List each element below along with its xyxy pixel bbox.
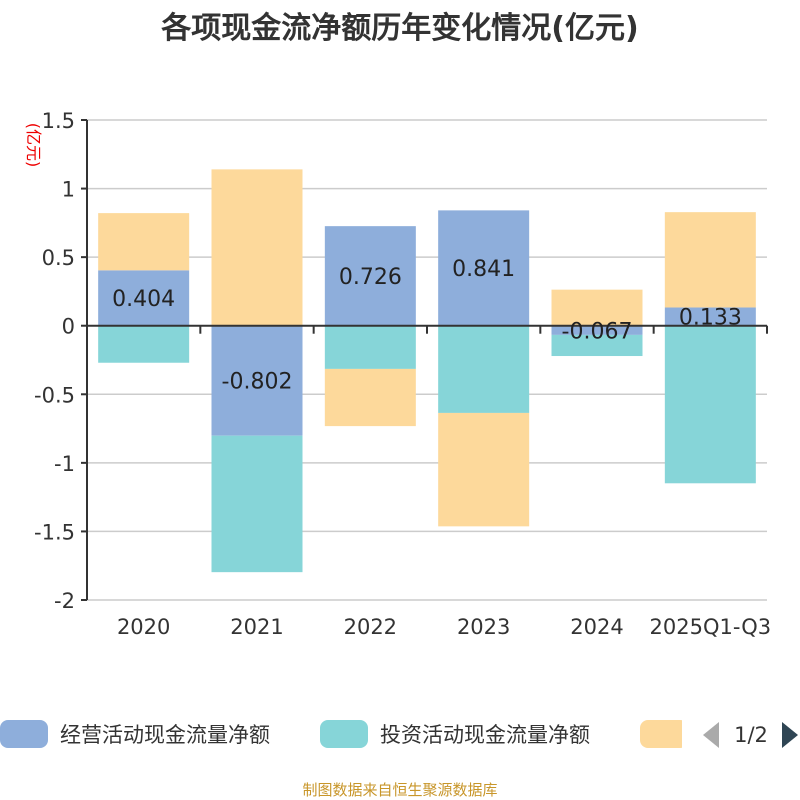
- y-axis-label: (亿元): [24, 123, 43, 168]
- bar-series-2: [324, 368, 416, 427]
- bar-series-0: [324, 226, 416, 326]
- data-label: 0.841: [452, 257, 515, 282]
- x-tick-label: 2023: [457, 615, 510, 639]
- x-tick-label: 2020: [117, 615, 170, 639]
- y-tick-label: 0.5: [42, 246, 75, 270]
- next-page-icon[interactable]: [782, 722, 798, 748]
- y-tick-label: -0.5: [34, 383, 75, 407]
- bar-series-1: [664, 325, 756, 484]
- y-tick-label: -1.5: [34, 520, 75, 544]
- x-tick-label: 2021: [230, 615, 283, 639]
- legend-page-indicator: 1/2: [734, 723, 768, 747]
- bar-series-1: [324, 325, 416, 369]
- legend-swatch[interactable]: [0, 720, 48, 748]
- bar-series-0: [664, 307, 756, 326]
- x-tick-label: 2025Q1-Q3: [650, 615, 772, 639]
- legend-label[interactable]: 投资活动现金流量净额: [380, 723, 590, 747]
- bar-series-1: [98, 325, 190, 363]
- x-tick-label: 2024: [570, 615, 623, 639]
- data-label: -0.802: [222, 370, 293, 395]
- legend-pager-bg: [682, 715, 800, 755]
- bar-series-2: [438, 412, 530, 527]
- x-tick-label: 2022: [344, 615, 397, 639]
- data-label: -0.067: [562, 319, 633, 344]
- bar-series-1: [438, 325, 530, 413]
- bar-series-0: [551, 325, 643, 335]
- bar-series-2: [664, 212, 756, 308]
- bar-series-1: [211, 435, 303, 573]
- bar-series-2: [98, 213, 190, 271]
- source-note: 制图数据来自恒生聚源数据库: [302, 781, 497, 799]
- bar-series-1: [551, 334, 643, 357]
- bar-series-2: [551, 289, 643, 326]
- bar-series-0: [211, 325, 303, 436]
- y-tick-label: -1: [54, 452, 75, 476]
- bar-series-0: [438, 210, 530, 326]
- data-label: 0.726: [339, 265, 402, 290]
- legend-swatch[interactable]: [640, 720, 688, 748]
- chart-title: 各项现金流净额历年变化情况(亿元): [160, 11, 638, 46]
- legend-label[interactable]: 经营活动现金流量净额: [60, 723, 270, 747]
- bar-series-0: [98, 270, 190, 326]
- data-label: 0.404: [112, 287, 175, 312]
- bar-series-2: [211, 169, 303, 326]
- y-tick-label: -2: [54, 589, 75, 613]
- legend-swatch[interactable]: [320, 720, 368, 748]
- y-tick-label: 1: [62, 178, 75, 202]
- prev-page-icon[interactable]: [703, 722, 719, 748]
- y-tick-label: 1.5: [42, 109, 75, 133]
- y-tick-label: 0: [62, 315, 75, 339]
- data-label: 0.133: [679, 306, 742, 331]
